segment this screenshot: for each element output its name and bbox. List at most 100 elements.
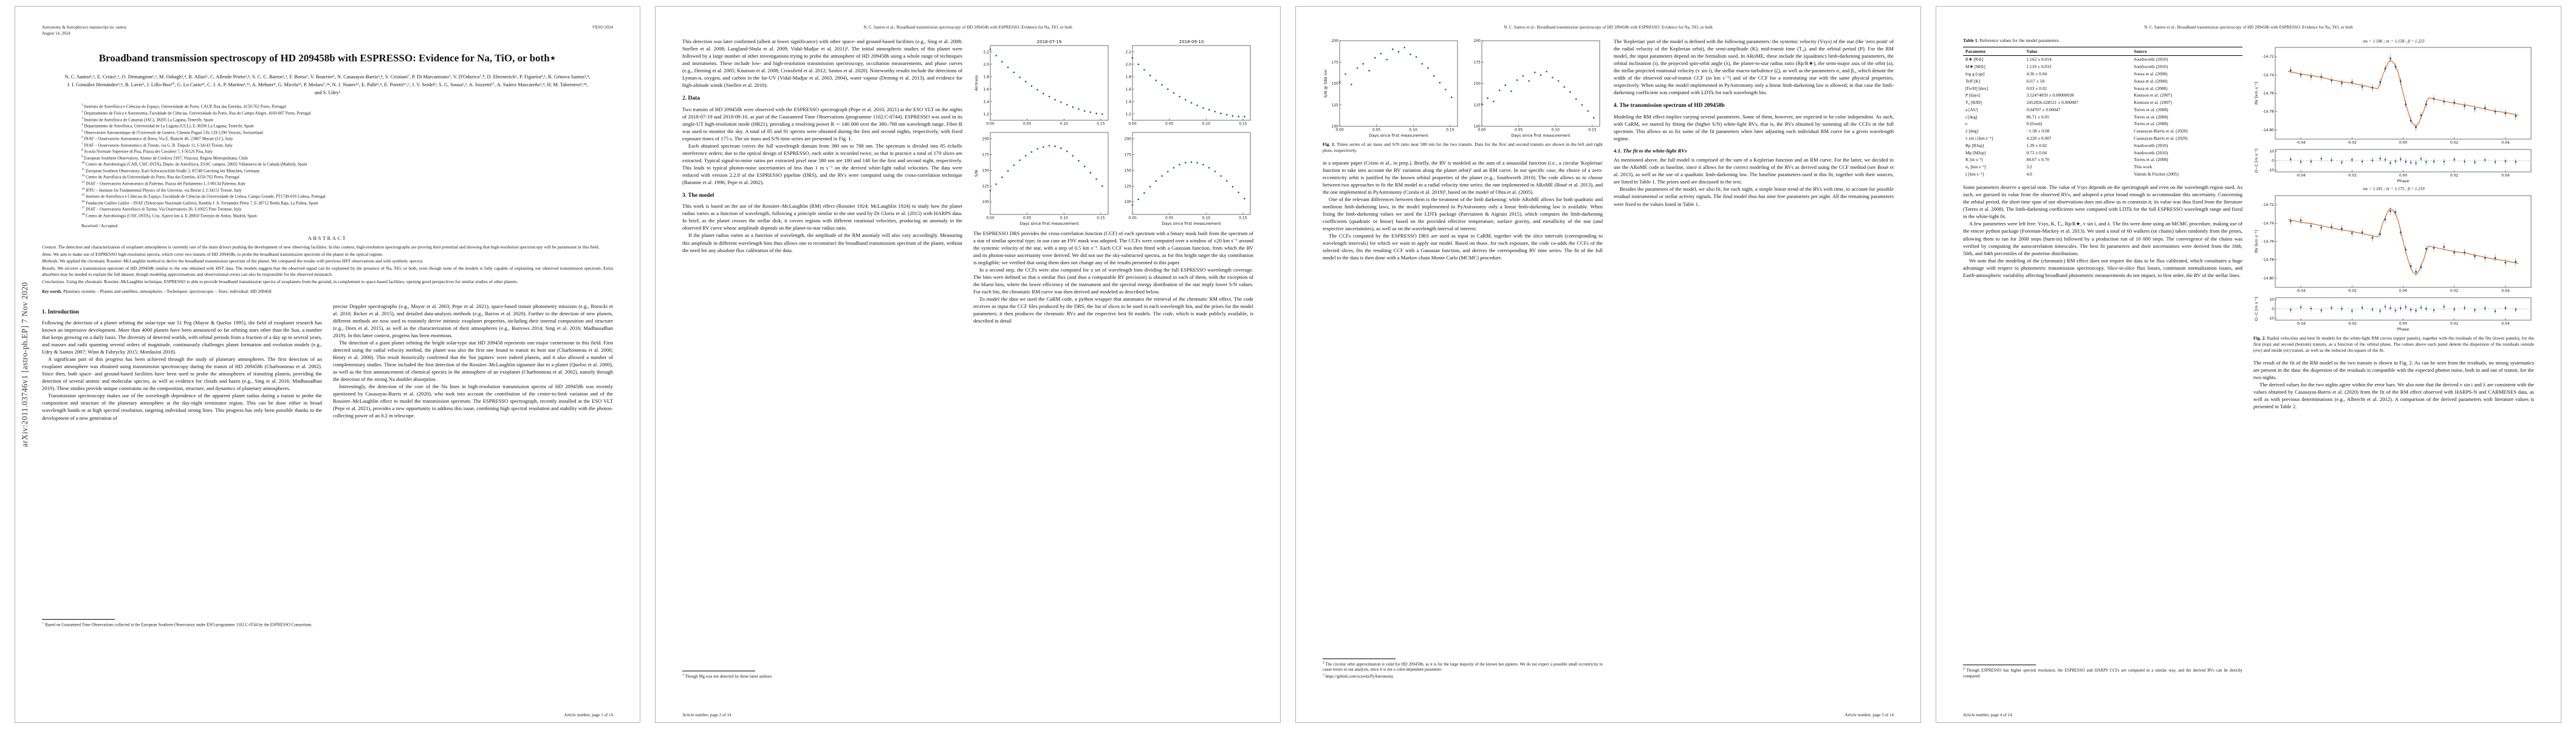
svg-text:0.00: 0.00 — [1478, 128, 1486, 132]
svg-text:0.10: 0.10 — [1551, 128, 1560, 132]
body-paragraph: The CCFs computed by the ESPRESSO DRS ar… — [1323, 233, 1603, 261]
cell-source: Casasayas-Barris et al. (2020) — [2134, 128, 2188, 134]
svg-text:100: 100 — [1332, 125, 1339, 129]
cell-value: 4.0 — [2026, 171, 2032, 177]
svg-text:125: 125 — [982, 184, 990, 188]
running-header: N. C. Santos et al.: Broadband transmiss… — [863, 25, 1072, 30]
body-paragraph: Modeling the RM effect implies varying s… — [1614, 113, 1894, 142]
cell-source: Torres et al. (2008) — [2134, 157, 2168, 163]
fig2-night2-rm-curve: -0.04 -0.02 0.00 0.02 0.04 -14.80 -14.78 -14.76… — [2253, 193, 2534, 295]
cell-source: Southworth (2010) — [2134, 64, 2168, 70]
svg-text:0.02: 0.02 — [2450, 289, 2459, 293]
footnote-text: Though ESPRESSO has higher spectral reso… — [1963, 668, 2242, 679]
body-paragraph: We note that the modeling of the (chroma… — [1963, 257, 2242, 278]
abstract-text: We recover a transmission spectrum of HD… — [42, 265, 613, 278]
page-3: N. C. Santos et al.: Broadband transmiss… — [1295, 6, 1921, 723]
affiliation-text: Centro de Astrobiología (CSIC-INTA), Crt… — [86, 214, 257, 219]
svg-text:2.0: 2.0 — [1125, 63, 1131, 67]
affiliation-text: INAF – Osservatorio Astrofisico di Torin… — [86, 207, 242, 212]
svg-text:0.02: 0.02 — [2450, 174, 2459, 178]
svg-text:0.04: 0.04 — [2501, 321, 2510, 326]
footnote-list: 4 Though ESPRESSO has higher spectral re… — [1963, 667, 2242, 679]
footnote-block: 1 Though Mg was not detected by these la… — [682, 670, 962, 679]
affiliation-item: 1 Instituto de Astrofísica e Ciências do… — [81, 103, 574, 110]
svg-text:-0.02: -0.02 — [2348, 321, 2357, 326]
body-paragraph: The 'Keplerian' part of the model is def… — [1614, 38, 1894, 96]
page4-right-column: σw = 1.186 ; σr = 1.158 ; β = 1.223 -0.0… — [2253, 38, 2534, 679]
affiliation-text: INAF – Osservatorio Astronomico di Brera… — [84, 137, 233, 142]
page2-columns: This detection was later confirmed (albe… — [682, 38, 1253, 679]
body-paragraph: Besides the parameters of the model, we … — [1614, 186, 1894, 207]
svg-text:100: 100 — [1473, 125, 1481, 129]
footnote-rule — [42, 619, 115, 620]
svg-text:-14.78: -14.78 — [2263, 258, 2275, 262]
svg-text:0: 0 — [2272, 159, 2274, 163]
cell-value: 1.162 ± 0.014 — [2026, 56, 2052, 63]
paper-title: Broadband transmission spectroscopy of H… — [98, 52, 557, 64]
affiliation-text: Observatoire Astronomique de l'Universit… — [84, 130, 263, 135]
cell-source: Torres et al. (2008) — [2134, 114, 2168, 120]
abstract-paragraph: Context. The detection and characterizat… — [42, 244, 613, 250]
abstract-text: We applied the chromatic Rossiter–McLaug… — [60, 258, 423, 264]
affiliation-text: Instituto de Astrofísica e Ciências do E… — [84, 104, 286, 109]
footnote-list: ⋆ Based on Guaranteed Time Observations … — [42, 621, 322, 628]
svg-text:0.00: 0.00 — [1128, 216, 1137, 221]
page-2: N. C. Santos et al.: Broadband transmiss… — [655, 6, 1281, 723]
page-footer: Article number, page 4 of 14 — [1963, 713, 2012, 717]
svg-text:0.10: 0.10 — [1410, 128, 1418, 132]
svg-text:150: 150 — [982, 168, 990, 173]
table-1-col-source: Source — [2131, 47, 2242, 56]
cell-value: 3.2 — [2026, 164, 2032, 170]
cell-parameter: λ [deg] — [1965, 128, 1979, 134]
abstract-paragraph: Conclusions. Using the chromatic Rossite… — [42, 279, 613, 285]
svg-text:0.00: 0.00 — [986, 216, 995, 221]
abstract-text: The detection and characterization of ex… — [58, 244, 600, 250]
abstract-heading: ABSTRACT — [307, 235, 348, 242]
footnote-list: 1 Though Mg was not detected by these la… — [682, 673, 962, 679]
body-paragraph: The result of the fit of the RM model to… — [2253, 359, 2534, 380]
page4-left-column: Table 1. Reference values for the model … — [1963, 38, 2242, 679]
body-paragraph: Each obtained spectrum covers the full w… — [682, 142, 962, 185]
svg-text:0.10: 0.10 — [1060, 216, 1069, 221]
fig2-night1-residuals: -0.04 -0.02 0.00 0.02 0.04 -10 0 10 Phase O−C [m … — [2253, 146, 2534, 184]
footnote-mark: 1 — [682, 673, 684, 677]
svg-text:-14.80: -14.80 — [2263, 128, 2275, 132]
footnote-text: https://github.com/sczesla/PyAstronomy — [1325, 674, 1394, 679]
subsection-heading-white-light-fit: 4.1. The fit to the white-light RVs — [1614, 147, 1687, 154]
footnote-mark: 4 — [1963, 667, 1965, 671]
table-row: R★ [R⊙] 1.162 ± 0.014 Southworth (2010) — [1963, 56, 2242, 63]
affiliation-number: 16 — [81, 199, 85, 204]
table-1-header: Parameter Value Source — [1963, 47, 2242, 56]
svg-text:0.15: 0.15 — [1588, 128, 1597, 132]
figure-1-label: Fig. 1. — [1323, 142, 1335, 147]
svg-text:0.02: 0.02 — [2450, 321, 2459, 326]
page-4: N. C. Santos et al.: Broadband transmiss… — [1936, 6, 2561, 723]
affiliation-item: 2 Departamento de Física e Astronomia, F… — [81, 110, 574, 117]
table-row: P [days] 3.52474859 ± 0.00000038 Knutson… — [1963, 92, 2242, 99]
affiliation-item: 6 INAF – Osservatorio Astronomico di Bre… — [81, 135, 574, 142]
svg-text:125: 125 — [1332, 103, 1339, 108]
page1-columns: 1. Introduction Following the detection … — [42, 303, 613, 628]
cell-value: 1.119 ± 0.033 — [2026, 64, 2052, 70]
cell-source: Torres et al. (2008) — [2134, 106, 2168, 112]
cell-parameter: ζ [km s⁻¹] — [1965, 171, 1984, 177]
svg-text:-0.02: -0.02 — [2348, 289, 2357, 293]
table-1-col-parameter: Parameter — [1963, 47, 2024, 56]
body-paragraph: Two transits of HD 209458b were observed… — [682, 106, 962, 142]
figure-airmass-sn-grid: 0.00 0.05 0.10 0.15 1.2 1.4 1.6 1.8 2.0 2.2 2018-0… — [973, 38, 1253, 227]
affiliation-text: Fundación Galileo Galilei – INAF (Telesc… — [86, 200, 318, 205]
svg-text:1.2: 1.2 — [983, 112, 989, 117]
svg-text:-0.04: -0.04 — [2296, 141, 2306, 145]
cell-value: 6117 ± 50 — [2026, 78, 2045, 84]
affiliation-text: INAF – Osservatorio Astronomico di Tries… — [84, 143, 233, 148]
cell-parameter: M★ [M⊙] — [1965, 64, 1985, 70]
page3-columns: 0.00 0.05 0.10 0.15 100 125 150 175 200 Days sinc… — [1323, 38, 1894, 679]
affiliation-item: 4 Departamento de Astrofísica, Universid… — [81, 123, 574, 129]
svg-text:2018-07-19: 2018-07-19 — [1037, 39, 1062, 44]
affiliation-text: Centro de Astrofísica da Universidade do… — [86, 175, 239, 180]
svg-text:0.00: 0.00 — [2399, 141, 2408, 145]
cell-value: 0.04707 ± 0.00047 — [2026, 106, 2061, 112]
cell-value: 1.39 ± 0.02 — [2026, 142, 2047, 148]
abstract-label: Methods. — [42, 258, 59, 264]
